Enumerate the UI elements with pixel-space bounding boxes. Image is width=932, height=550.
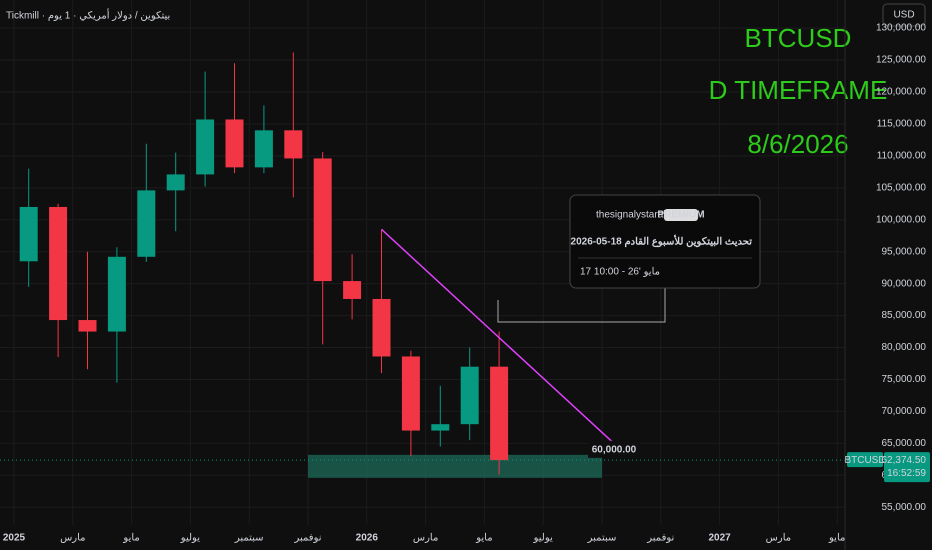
x-tick-label: مايو xyxy=(475,533,492,544)
symbol-tag-text: BTCUSD xyxy=(844,455,885,466)
x-tick-label: 2026 xyxy=(356,533,379,544)
price-tag-text: 62,374.50 xyxy=(882,455,927,466)
x-tick-label: مايو xyxy=(122,533,139,544)
candle-body xyxy=(137,190,156,257)
idea-time: 17 10:00 - 26' مايو xyxy=(580,267,660,278)
candle-body xyxy=(166,174,185,191)
trendline xyxy=(380,228,618,447)
candle-body xyxy=(78,320,97,332)
candle-body xyxy=(107,256,126,332)
x-tick-label: مارس xyxy=(413,533,438,544)
annotation: D TIMEFRAME xyxy=(709,75,888,105)
currency-button[interactable] xyxy=(882,3,926,27)
idea-title: تحديث البيتكوين للأسبوع القادم 18-05-202… xyxy=(571,236,753,248)
y-tick-label: 100,000.00 xyxy=(876,214,926,225)
symbol-tag xyxy=(847,452,883,468)
x-tick-label: نوفمبر xyxy=(646,533,674,544)
candle-body xyxy=(343,281,362,299)
currency-label: USD xyxy=(893,10,914,21)
candle-body xyxy=(196,119,215,175)
y-tick-label: 130,000.00 xyxy=(876,23,926,34)
symbol-line: Tickmill · بيتكوين / دولار أمريكي · 1 يو… xyxy=(6,9,170,22)
idea-author: thesignalystarabic xyxy=(596,210,676,221)
candle-body xyxy=(313,158,332,282)
y-tick-label: 95,000.00 xyxy=(882,246,927,257)
x-tick-label: 2025 xyxy=(3,533,26,544)
candle-body xyxy=(372,298,391,357)
x-tick-label: مارس xyxy=(60,533,85,544)
y-tick-label: 105,000.00 xyxy=(876,182,926,193)
y-tick-label: 120,000.00 xyxy=(876,87,926,98)
price-tag xyxy=(884,452,930,483)
x-tick-label: سبتمبر xyxy=(234,533,264,544)
y-tick-label: 90,000.00 xyxy=(882,278,927,289)
annotation: BTCUSD xyxy=(745,23,852,53)
candle-body xyxy=(401,356,420,431)
candle-body xyxy=(19,206,38,262)
y-tick-label: 110,000.00 xyxy=(877,151,927,162)
y-tick-label: 70,000.00 xyxy=(882,406,927,417)
candle-body xyxy=(284,130,303,159)
countdown: 16:52:59 xyxy=(887,468,926,479)
x-tick-label: مارس xyxy=(766,533,791,544)
candle-body xyxy=(254,130,273,168)
zone-label: 60,000.00 xyxy=(592,444,637,455)
x-tick-label: يوليو xyxy=(533,533,553,544)
x-tick-label: مايو xyxy=(828,533,845,544)
y-tick-label: 75,000.00 xyxy=(882,374,927,385)
candle-body xyxy=(490,366,509,461)
y-tick-label: 55,000.00 xyxy=(882,502,927,513)
x-tick-label: 2027 xyxy=(708,533,731,544)
idea-card xyxy=(569,194,761,289)
y-tick-label: 125,000.00 xyxy=(876,55,926,66)
zone-label-bg xyxy=(588,440,640,458)
candle-body xyxy=(431,424,450,431)
idea-badge: PREMIUM xyxy=(657,210,704,221)
y-tick-label: 80,000.00 xyxy=(882,342,927,353)
y-tick-label: 65,000.00 xyxy=(882,438,927,449)
annotation: 8/6/2026 xyxy=(747,129,848,159)
y-tick-label: 115,000.00 xyxy=(877,119,927,130)
x-tick-label: نوفمبر xyxy=(293,533,321,544)
candle-body xyxy=(225,119,244,168)
support-zone xyxy=(308,454,602,478)
plot xyxy=(0,0,845,525)
x-tick-label: سبتمبر xyxy=(587,533,617,544)
badge-bg xyxy=(664,209,698,221)
connector xyxy=(497,288,666,323)
y-tick-label: 85,000.00 xyxy=(882,310,927,321)
x-tick-label: يوليو xyxy=(180,533,200,544)
candle-body xyxy=(460,366,479,425)
candle-body xyxy=(49,206,68,321)
